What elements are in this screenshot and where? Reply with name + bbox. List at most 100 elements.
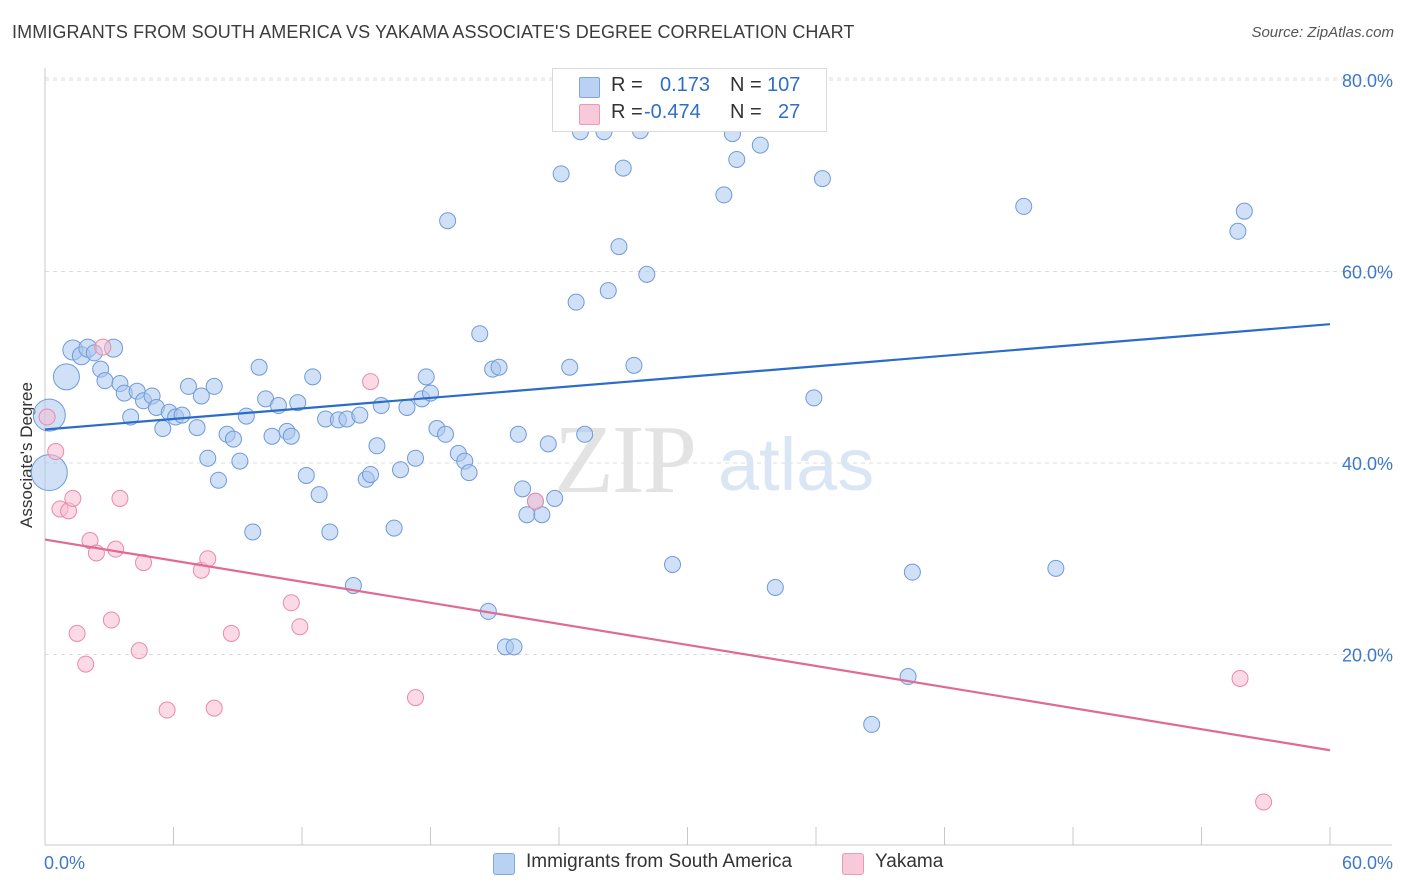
data-point-yakama [68,624,86,642]
data-point-south-america [1229,222,1247,240]
data-point-south-america [244,523,262,541]
data-point-south-america [224,430,242,448]
data-point-yakama [47,443,65,461]
data-point-south-america [514,480,532,498]
data-point-yakama [102,611,120,629]
data-point-yakama [407,689,425,707]
legend-swatch-pink [842,853,864,875]
data-point-south-america [289,394,307,412]
data-point-south-america [539,435,557,453]
data-point-south-america [297,466,315,484]
data-point-south-america [310,486,328,504]
data-point-south-america [471,325,489,343]
data-point-south-america [509,425,527,443]
data-point-south-america [188,419,206,437]
legend-r-label: R = [611,74,643,96]
data-point-south-america [546,489,564,507]
chart-title: IMMIGRANTS FROM SOUTH AMERICA VS YAKAMA … [12,22,855,42]
data-point-yakama [222,624,240,642]
data-point-yakama [205,699,223,717]
y-tick-label: 60.0% [1342,263,1393,283]
data-point-south-america [30,454,68,492]
data-point-south-america [282,427,300,445]
data-point-yakama [130,642,148,660]
data-point-south-america [610,238,628,256]
y-tick-label: 80.0% [1342,71,1393,91]
series-legend: Immigrants from South America Yakama [0,851,1406,879]
data-point-south-america [715,186,733,204]
data-point-yakama [1255,793,1273,811]
source-label: Source: ZipAtlas.com [1251,24,1394,41]
data-point-south-america [903,563,921,581]
legend-n-value: 107 [767,74,801,96]
tick-labels: 20.0% 40.0% 60.0% 80.0% 0.0% 60.0% [44,71,1393,873]
data-point-south-america [664,555,682,573]
legend-r-value: 0.173 [660,74,711,96]
data-point-south-america [407,449,425,467]
trend-line-yakama [44,538,1331,752]
data-point-yakama [158,701,176,719]
data-point-south-america [567,293,585,311]
watermark-atlas: atlas [718,423,874,506]
data-point-south-america [1235,202,1253,220]
data-point-south-america [436,425,454,443]
trend-lines [44,323,1331,752]
data-point-south-america [179,377,197,395]
data-point-south-america [237,407,255,425]
data-point-south-america [625,356,643,374]
data-point-south-america [417,368,435,386]
data-point-south-america [154,420,172,438]
data-point-yakama [291,618,309,636]
gridlines [45,77,1392,655]
legend-swatch-pink [579,104,600,125]
data-points [30,122,1273,811]
data-point-yakama [38,408,56,426]
data-point-south-america [751,136,769,154]
legend-swatch-blue [493,853,515,875]
data-point-yakama [77,655,95,673]
data-point-south-america [460,464,478,482]
data-point-yakama [362,373,380,391]
data-point-yakama [135,554,153,572]
data-point-south-america [96,372,114,390]
data-point-south-america [385,519,403,537]
data-point-south-america [638,265,656,283]
data-point-south-america [263,427,281,445]
x-tick-label: 60.0% [1342,853,1393,873]
x-tick-label: 0.0% [44,853,85,873]
watermark-zip: ZIP [554,406,695,514]
y-tick-label: 20.0% [1342,646,1393,666]
data-point-south-america [398,398,416,416]
data-point-south-america [372,397,390,415]
data-point-south-america [576,425,594,443]
legend-n-value: 27 [778,101,801,123]
data-point-yakama [64,489,82,507]
data-point-yakama [282,594,300,612]
data-point-south-america [728,150,746,168]
data-point-yakama [94,338,112,356]
watermark: ZIP atlas [554,406,874,514]
stats-legend: R = 0.173 N = 107 R = -0.474 N = 27 [552,68,827,132]
data-point-south-america [304,368,322,386]
data-point-south-america [1047,559,1065,577]
data-point-south-america [52,363,80,391]
data-point-south-america [614,159,632,177]
data-point-south-america [199,449,217,467]
legend-r-value: -0.474 [644,101,701,123]
data-point-yakama [526,492,544,510]
data-point-south-america [552,165,570,183]
data-point-south-america [1015,197,1033,215]
data-point-south-america [599,282,617,300]
trend-line-south-america [44,323,1331,431]
data-point-south-america [351,406,369,424]
data-point-south-america [205,377,223,395]
data-point-south-america [505,638,523,656]
data-point-south-america [231,452,249,470]
legend-swatch-blue [579,77,600,98]
data-point-south-america [439,212,457,230]
legend-n-label: N = [730,74,762,96]
data-point-south-america [368,437,386,455]
legend-n-label: N = [730,101,762,123]
data-point-south-america [863,715,881,733]
